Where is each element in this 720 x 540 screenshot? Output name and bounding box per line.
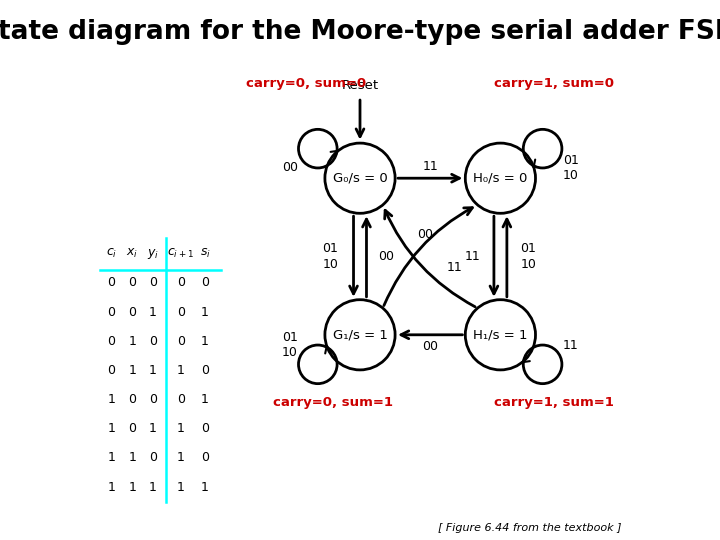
Text: 11: 11	[423, 160, 438, 173]
Text: 1: 1	[177, 481, 184, 494]
Text: 1: 1	[149, 422, 156, 435]
Text: 1: 1	[177, 451, 184, 464]
Text: 1: 1	[201, 306, 209, 319]
Text: 1: 1	[128, 335, 136, 348]
Text: 0: 0	[148, 276, 157, 289]
Text: $c_i$: $c_i$	[106, 247, 117, 260]
Text: 1: 1	[128, 481, 136, 494]
Text: 0: 0	[128, 276, 136, 289]
Text: 1: 1	[108, 451, 115, 464]
Text: G₁/s = 1: G₁/s = 1	[333, 328, 387, 341]
Text: G₀/s = 0: G₀/s = 0	[333, 172, 387, 185]
Text: $c_{i+1}$: $c_{i+1}$	[167, 247, 194, 260]
Text: 1: 1	[201, 335, 209, 348]
Text: 1: 1	[108, 481, 115, 494]
Text: carry=0, sum=1: carry=0, sum=1	[273, 396, 393, 409]
Text: 0: 0	[201, 276, 209, 289]
Text: 0: 0	[201, 364, 209, 377]
Text: 1: 1	[108, 393, 115, 406]
Text: 0: 0	[176, 393, 185, 406]
Text: 1: 1	[201, 393, 209, 406]
Text: 1: 1	[177, 422, 184, 435]
Text: $x_i$: $x_i$	[126, 247, 138, 260]
Text: 1: 1	[128, 451, 136, 464]
Text: H₁/s = 1: H₁/s = 1	[473, 328, 528, 341]
Text: 0: 0	[176, 276, 185, 289]
Text: 0: 0	[148, 393, 157, 406]
Text: 11: 11	[563, 339, 578, 352]
Text: $s_i$: $s_i$	[199, 247, 210, 260]
Text: carry=1, sum=1: carry=1, sum=1	[495, 396, 614, 409]
Text: 0: 0	[107, 335, 116, 348]
Text: 0: 0	[148, 451, 157, 464]
Text: 00: 00	[422, 340, 438, 353]
Text: 0: 0	[107, 276, 116, 289]
Text: 1: 1	[177, 364, 184, 377]
Text: 00: 00	[282, 161, 298, 174]
Text: 11: 11	[446, 261, 462, 274]
Text: carry=1, sum=0: carry=1, sum=0	[495, 77, 614, 90]
Text: 1: 1	[149, 306, 156, 319]
Text: 1: 1	[201, 481, 209, 494]
Text: 0: 0	[107, 364, 116, 377]
Text: 11: 11	[464, 250, 480, 263]
Text: [ Figure 6.44 from the textbook ]: [ Figure 6.44 from the textbook ]	[438, 523, 622, 533]
Text: $y_i$: $y_i$	[147, 247, 158, 261]
Text: 1: 1	[108, 422, 115, 435]
Text: 0: 0	[201, 422, 209, 435]
Text: 0: 0	[176, 335, 185, 348]
Text: H₀/s = 0: H₀/s = 0	[473, 172, 528, 185]
Text: 1: 1	[149, 481, 156, 494]
Text: 0: 0	[148, 335, 157, 348]
Text: 0: 0	[128, 393, 136, 406]
Text: 00: 00	[378, 250, 394, 263]
Text: 01
10: 01 10	[282, 332, 298, 359]
Text: 00: 00	[417, 228, 433, 241]
Text: Reset: Reset	[341, 79, 379, 92]
Text: 0: 0	[176, 306, 185, 319]
Text: carry=0, sum=0: carry=0, sum=0	[246, 77, 366, 90]
Text: 01
10: 01 10	[323, 242, 338, 271]
Text: 0: 0	[107, 306, 116, 319]
Text: 01
10: 01 10	[562, 154, 579, 181]
Text: 0: 0	[128, 422, 136, 435]
Text: State diagram for the Moore-type serial adder FSM: State diagram for the Moore-type serial …	[0, 19, 720, 45]
Text: 1: 1	[128, 364, 136, 377]
Text: 0: 0	[128, 306, 136, 319]
Text: 1: 1	[149, 364, 156, 377]
Text: 0: 0	[201, 451, 209, 464]
Text: 01
10: 01 10	[521, 242, 536, 271]
